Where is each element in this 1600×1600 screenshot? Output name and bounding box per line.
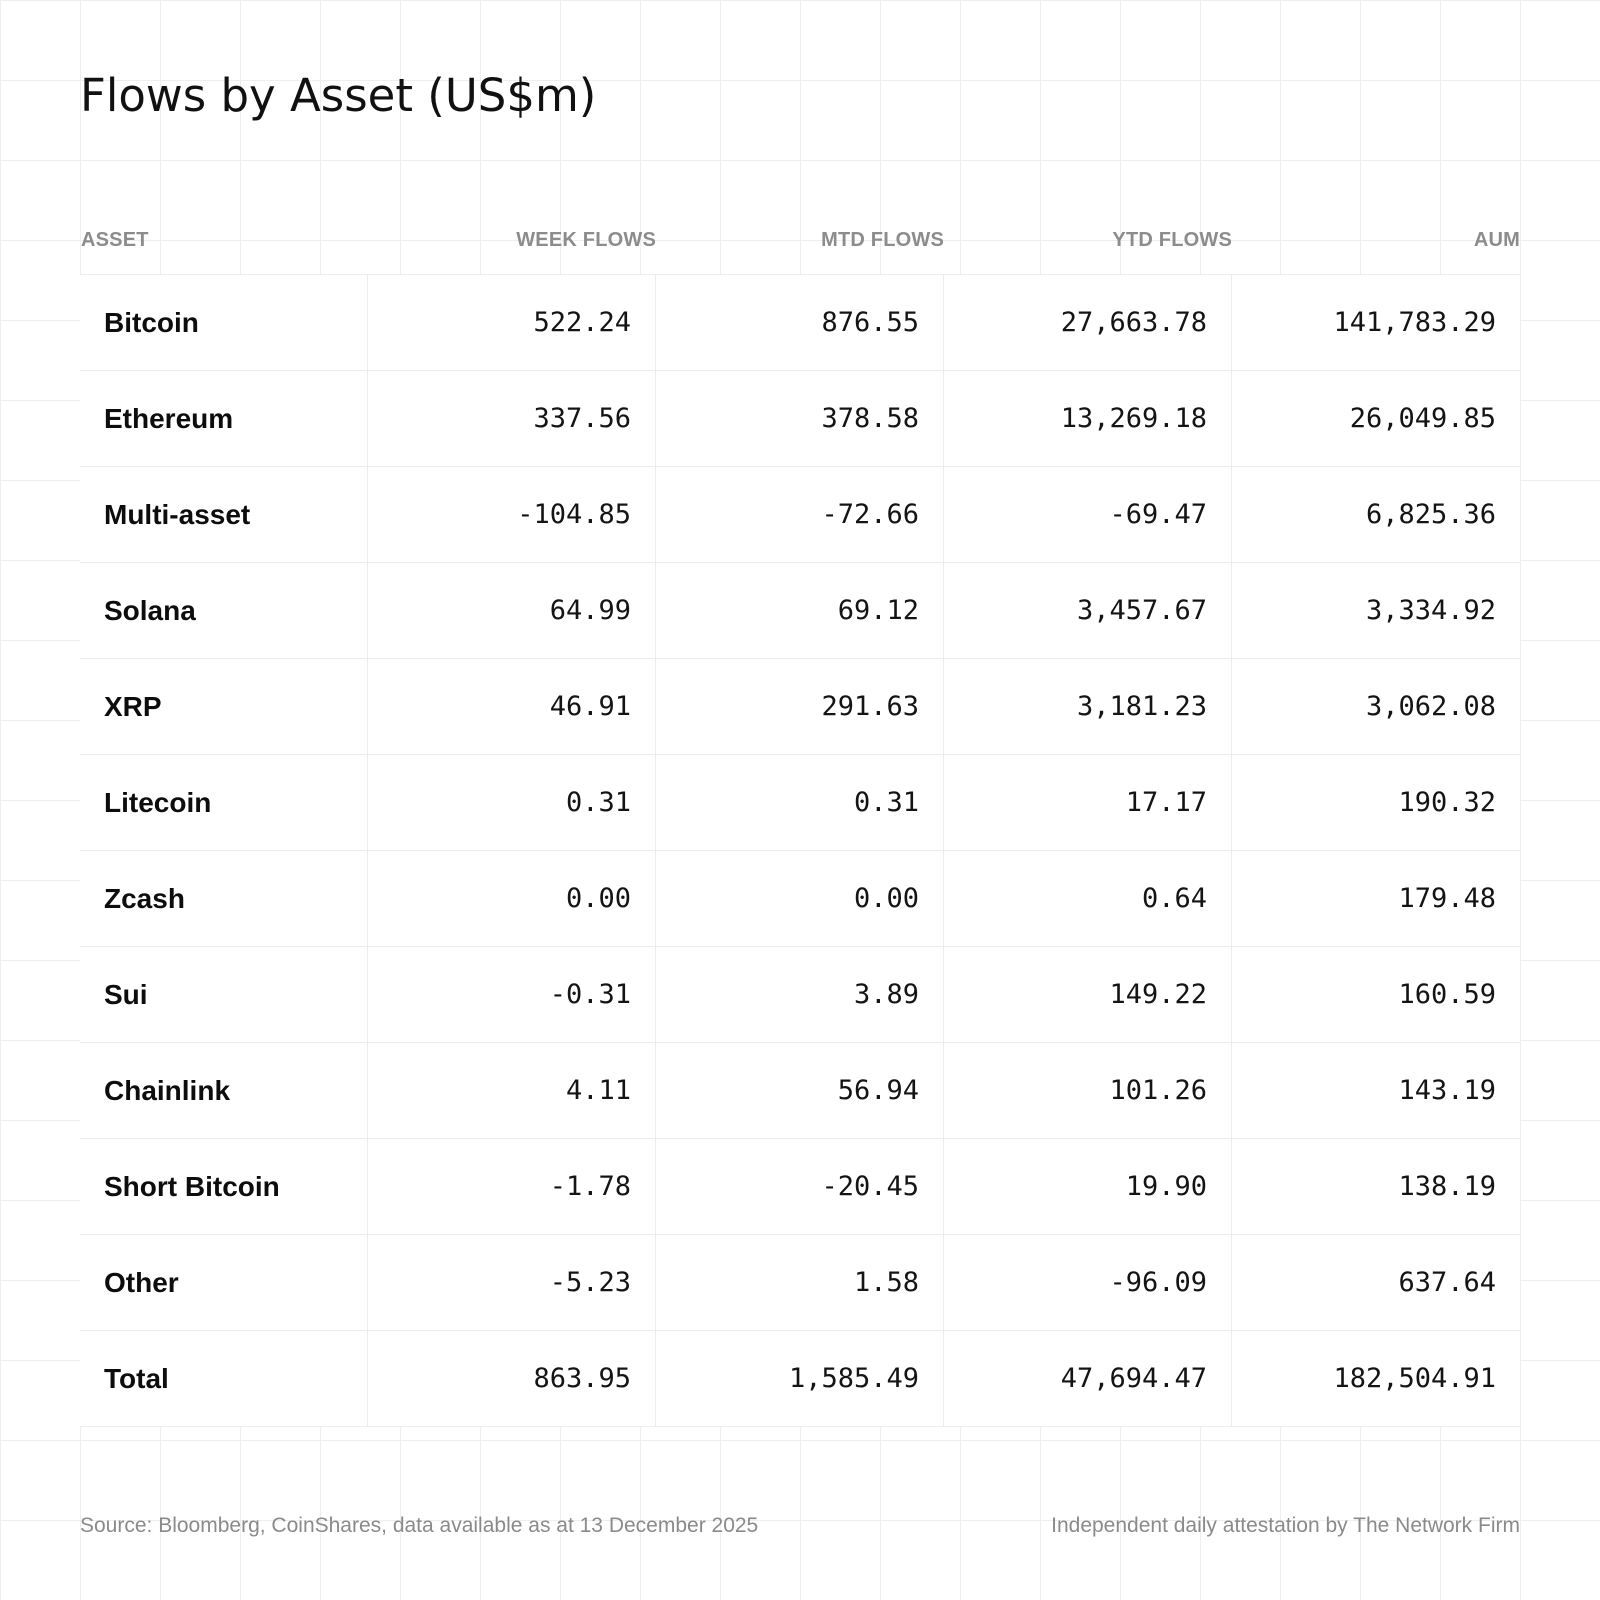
- table-header: ASSET WEEK FLOWS MTD FLOWS YTD FLOWS AUM: [80, 206, 1520, 274]
- mtd-flows-cell: 69.12: [656, 563, 944, 658]
- column-header-mtd-flows: MTD FLOWS: [821, 228, 944, 251]
- column-header-ytd-flows: YTD FLOWS: [1112, 228, 1232, 251]
- page-title: Flows by Asset (US$m): [80, 69, 597, 122]
- mtd-flows-cell: 1,585.49: [656, 1331, 944, 1426]
- asset-cell: Multi-asset: [80, 467, 368, 562]
- ytd-flows-cell: -96.09: [944, 1235, 1232, 1330]
- table-row: Sui -0.31 3.89 149.22 160.59: [80, 947, 1520, 1043]
- aum-cell: 160.59: [1398, 979, 1496, 1010]
- table-row: Short Bitcoin -1.78 -20.45 19.90 138.19: [80, 1139, 1520, 1235]
- aum-cell: 190.32: [1398, 787, 1496, 818]
- aum-cell: 143.19: [1398, 1075, 1496, 1106]
- ytd-flows-cell: 27,663.78: [944, 275, 1232, 370]
- ytd-flows-cell: 47,694.47: [944, 1331, 1232, 1426]
- table-row: Ethereum 337.56 378.58 13,269.18 26,049.85: [80, 371, 1520, 467]
- asset-cell: Litecoin: [80, 755, 368, 850]
- aum-cell: 182,504.91: [1333, 1363, 1496, 1394]
- column-header-week-flows: WEEK FLOWS: [516, 228, 656, 251]
- mtd-flows-cell: 3.89: [656, 947, 944, 1042]
- week-flows-cell: 0.00: [368, 851, 656, 946]
- ytd-flows-cell: 0.64: [944, 851, 1232, 946]
- aum-cell: 637.64: [1398, 1267, 1496, 1298]
- week-flows-cell: 0.31: [368, 755, 656, 850]
- table-row: Litecoin 0.31 0.31 17.17 190.32: [80, 755, 1520, 851]
- asset-cell: Ethereum: [80, 371, 368, 466]
- aum-cell: 26,049.85: [1349, 403, 1496, 434]
- ytd-flows-cell: -69.47: [944, 467, 1232, 562]
- ytd-flows-cell: 3,181.23: [944, 659, 1232, 754]
- source-note: Source: Bloomberg, CoinShares, data avai…: [80, 1514, 759, 1537]
- week-flows-cell: 64.99: [368, 563, 656, 658]
- ytd-flows-cell: 101.26: [944, 1043, 1232, 1138]
- asset-cell: Other: [80, 1235, 368, 1330]
- mtd-flows-cell: 0.00: [656, 851, 944, 946]
- asset-cell: Solana: [80, 563, 368, 658]
- table-row: Bitcoin 522.24 876.55 27,663.78 141,783.29: [80, 275, 1520, 371]
- asset-cell: Bitcoin: [80, 275, 368, 370]
- attestation-note: Independent daily attestation by The Net…: [1051, 1514, 1520, 1537]
- week-flows-cell: 863.95: [368, 1331, 656, 1426]
- aum-cell: 179.48: [1398, 883, 1496, 914]
- asset-cell: Sui: [80, 947, 368, 1042]
- column-header-asset: ASSET: [81, 228, 149, 251]
- mtd-flows-cell: -72.66: [656, 467, 944, 562]
- mtd-flows-cell: 56.94: [656, 1043, 944, 1138]
- week-flows-cell: -0.31: [368, 947, 656, 1042]
- ytd-flows-cell: 19.90: [944, 1139, 1232, 1234]
- table-row: Chainlink 4.11 56.94 101.26 143.19: [80, 1043, 1520, 1139]
- week-flows-cell: 522.24: [368, 275, 656, 370]
- asset-cell: Chainlink: [80, 1043, 368, 1138]
- aum-cell: 141,783.29: [1333, 307, 1496, 338]
- week-flows-cell: -5.23: [368, 1235, 656, 1330]
- aum-cell: 3,062.08: [1365, 691, 1496, 722]
- aum-cell: 3,334.92: [1365, 595, 1496, 626]
- table-row: Multi-asset -104.85 -72.66 -69.47 6,825.36: [80, 467, 1520, 563]
- mtd-flows-cell: 378.58: [656, 371, 944, 466]
- week-flows-cell: -104.85: [368, 467, 656, 562]
- ytd-flows-cell: 149.22: [944, 947, 1232, 1042]
- asset-cell: Total: [80, 1331, 368, 1426]
- mtd-flows-cell: 291.63: [656, 659, 944, 754]
- table-row: Solana 64.99 69.12 3,457.67 3,334.92: [80, 563, 1520, 659]
- table-row: Other -5.23 1.58 -96.09 637.64: [80, 1235, 1520, 1331]
- column-header-aum: AUM: [1473, 228, 1520, 251]
- mtd-flows-cell: 1.58: [656, 1235, 944, 1330]
- asset-cell: Short Bitcoin: [80, 1139, 368, 1234]
- mtd-flows-cell: 876.55: [656, 275, 944, 370]
- week-flows-cell: -1.78: [368, 1139, 656, 1234]
- mtd-flows-cell: -20.45: [656, 1139, 944, 1234]
- week-flows-cell: 337.56: [368, 371, 656, 466]
- table-row: XRP 46.91 291.63 3,181.23 3,062.08: [80, 659, 1520, 755]
- table-row-total: Total 863.95 1,585.49 47,694.47 182,504.91: [80, 1331, 1520, 1427]
- ytd-flows-cell: 13,269.18: [944, 371, 1232, 466]
- week-flows-cell: 46.91: [368, 659, 656, 754]
- ytd-flows-cell: 3,457.67: [944, 563, 1232, 658]
- aum-cell: 138.19: [1398, 1171, 1496, 1202]
- flows-table: ASSET WEEK FLOWS MTD FLOWS YTD FLOWS AUM…: [80, 206, 1520, 1427]
- aum-cell: 6,825.36: [1365, 499, 1496, 530]
- week-flows-cell: 4.11: [368, 1043, 656, 1138]
- mtd-flows-cell: 0.31: [656, 755, 944, 850]
- table-row: Zcash 0.00 0.00 0.64 179.48: [80, 851, 1520, 947]
- ytd-flows-cell: 17.17: [944, 755, 1232, 850]
- asset-cell: Zcash: [80, 851, 368, 946]
- table-body: Bitcoin 522.24 876.55 27,663.78 141,783.29 Et…: [80, 274, 1520, 1427]
- asset-cell: XRP: [80, 659, 368, 754]
